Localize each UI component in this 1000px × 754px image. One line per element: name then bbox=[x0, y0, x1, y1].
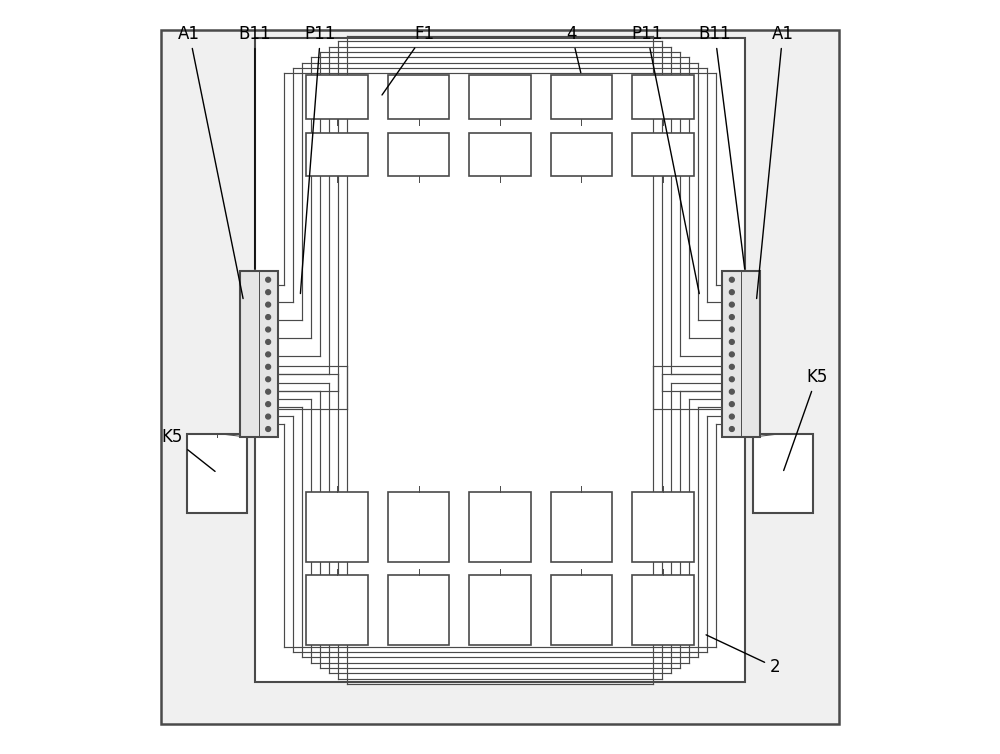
Circle shape bbox=[266, 389, 271, 394]
Circle shape bbox=[266, 327, 271, 332]
Circle shape bbox=[266, 414, 271, 419]
Circle shape bbox=[729, 402, 734, 406]
Circle shape bbox=[729, 352, 734, 357]
Circle shape bbox=[729, 414, 734, 419]
Bar bbox=[551, 492, 612, 562]
Circle shape bbox=[266, 427, 271, 431]
Circle shape bbox=[266, 314, 271, 320]
Text: A1: A1 bbox=[178, 25, 243, 299]
Text: F1: F1 bbox=[382, 25, 435, 95]
Text: K5: K5 bbox=[784, 368, 827, 470]
Text: 2: 2 bbox=[706, 635, 781, 676]
Bar bbox=[632, 492, 694, 562]
Circle shape bbox=[729, 277, 734, 282]
Circle shape bbox=[729, 339, 734, 345]
Circle shape bbox=[266, 377, 271, 382]
Circle shape bbox=[729, 290, 734, 295]
Bar bbox=[306, 75, 368, 119]
Bar bbox=[255, 38, 745, 682]
Circle shape bbox=[266, 290, 271, 295]
Circle shape bbox=[729, 314, 734, 320]
Circle shape bbox=[266, 364, 271, 369]
Bar bbox=[753, 434, 813, 513]
Circle shape bbox=[729, 377, 734, 382]
Bar bbox=[388, 492, 449, 562]
Bar bbox=[632, 575, 694, 645]
Bar bbox=[551, 133, 612, 176]
Bar bbox=[469, 575, 531, 645]
Bar bbox=[388, 133, 449, 176]
Circle shape bbox=[729, 327, 734, 332]
Circle shape bbox=[729, 364, 734, 369]
Bar bbox=[306, 492, 368, 562]
Bar bbox=[240, 271, 278, 437]
Text: B11: B11 bbox=[239, 25, 271, 268]
Circle shape bbox=[266, 402, 271, 406]
Bar bbox=[632, 75, 694, 119]
Bar bbox=[306, 133, 368, 176]
Text: B11: B11 bbox=[699, 25, 745, 268]
Bar bbox=[632, 133, 694, 176]
Text: P11: P11 bbox=[300, 25, 336, 293]
Text: A1: A1 bbox=[757, 25, 794, 299]
Circle shape bbox=[266, 339, 271, 345]
Circle shape bbox=[729, 427, 734, 431]
Circle shape bbox=[266, 352, 271, 357]
Text: P11: P11 bbox=[631, 25, 699, 293]
Bar bbox=[469, 492, 531, 562]
Bar bbox=[469, 133, 531, 176]
Circle shape bbox=[266, 302, 271, 307]
Bar bbox=[388, 75, 449, 119]
Text: 4: 4 bbox=[566, 25, 581, 72]
Bar bbox=[187, 434, 247, 513]
Circle shape bbox=[729, 389, 734, 394]
Bar bbox=[551, 575, 612, 645]
Text: K5: K5 bbox=[161, 428, 215, 471]
Bar bbox=[551, 75, 612, 119]
Bar bbox=[306, 575, 368, 645]
Circle shape bbox=[266, 277, 271, 282]
Bar bbox=[469, 75, 531, 119]
Circle shape bbox=[729, 302, 734, 307]
Bar bbox=[388, 575, 449, 645]
Bar bbox=[722, 271, 760, 437]
